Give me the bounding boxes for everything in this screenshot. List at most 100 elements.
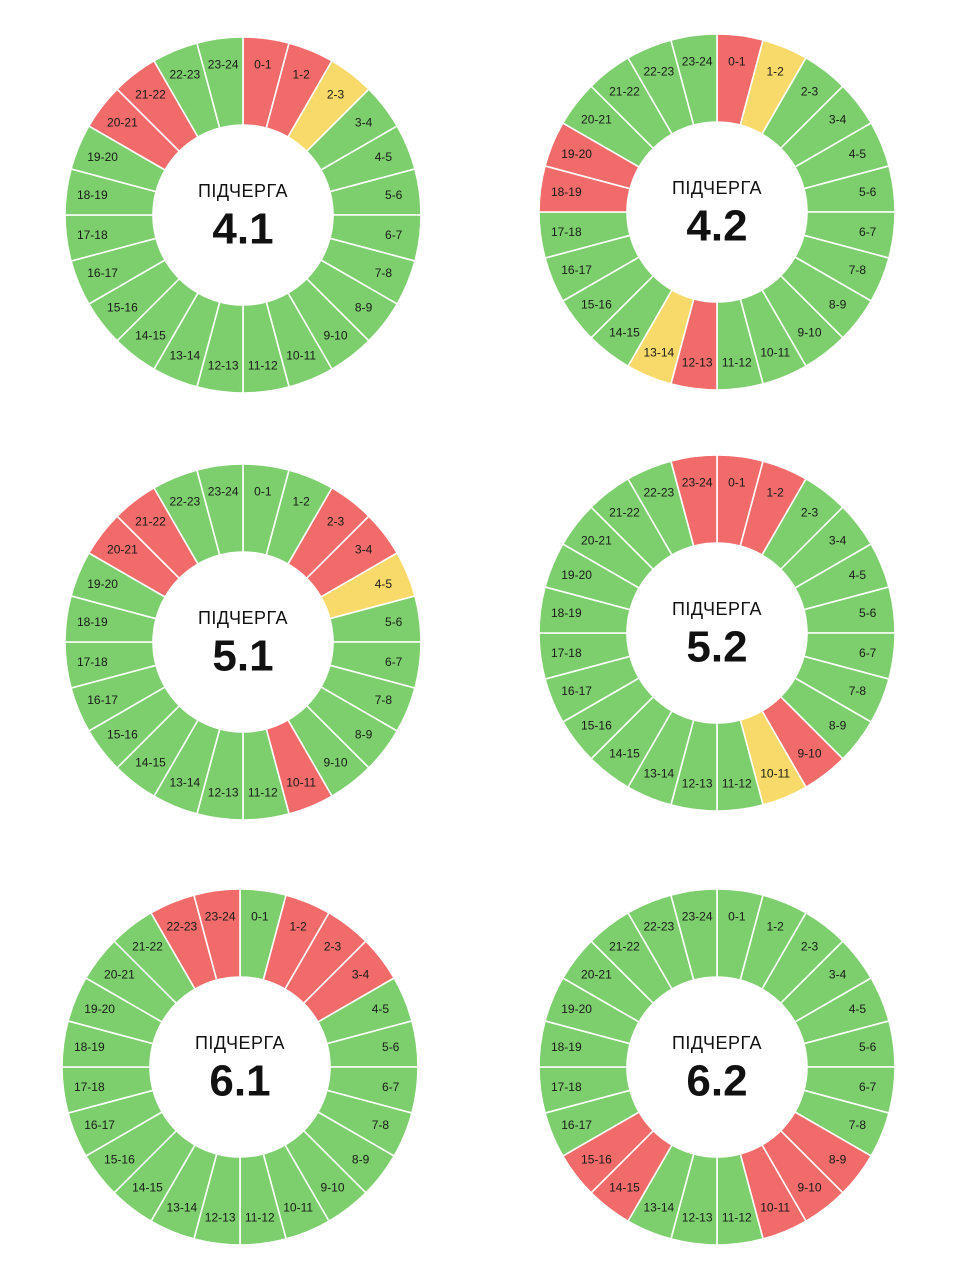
hour-label: 2-3: [801, 84, 819, 98]
queue-chart-5-2: 0-1 1-2 2-3 3-4 4-5 5-6 6-7 7-8 8-9 9-10 10-11 11-1…: [538, 454, 896, 812]
hour-label: 8-9: [829, 1153, 847, 1167]
hour-label: 10-11: [286, 775, 316, 789]
subqueue-caption: ПІДЧЕРГА: [198, 181, 288, 201]
hour-label: 18-19: [551, 1040, 582, 1054]
subqueue-caption: ПІДЧЕРГА: [672, 178, 762, 198]
hour-label: 10-11: [760, 766, 790, 780]
hour-label: 5-6: [385, 615, 403, 629]
subqueue-number: 4.1: [212, 205, 273, 254]
hour-label: 15-16: [581, 719, 612, 733]
hour-segment: [192, 888, 241, 982]
hour-label: 13-14: [169, 775, 200, 789]
hour-label: 4-5: [849, 1002, 867, 1016]
hour-label: 4-5: [849, 568, 867, 582]
hour-label: 12-13: [208, 359, 239, 373]
hour-label: 21-22: [135, 514, 166, 528]
hour-label: 14-15: [132, 1181, 163, 1195]
hour-label: 5-6: [859, 1040, 877, 1054]
hour-label: 8-9: [829, 719, 847, 733]
hour-label: 2-3: [327, 514, 345, 528]
hour-label: 20-21: [581, 533, 612, 547]
hour-label: 23-24: [682, 54, 713, 68]
hour-label: 9-10: [798, 326, 822, 340]
hour-label: 0-1: [254, 484, 272, 498]
queue-chart-6-2: 0-1 1-2 2-3 3-4 4-5 5-6 6-7 7-8 8-9 9-10 10-11 11-1…: [538, 888, 896, 1246]
hour-label: 22-23: [643, 486, 674, 500]
hour-label: 14-15: [609, 747, 640, 761]
hour-label: 7-8: [375, 266, 393, 280]
hour-label: 3-4: [829, 967, 847, 981]
hour-label: 12-13: [205, 1211, 236, 1225]
subqueue-number: 5.1: [212, 632, 273, 681]
hour-label: 16-17: [87, 693, 118, 707]
queue-chart-4-1: 0-1 1-2 2-3 3-4 4-5 5-6 6-7 7-8 8-9 9-10 10-11 11-1…: [64, 36, 422, 394]
hour-label: 1-2: [766, 920, 784, 934]
hour-label: 2-3: [324, 939, 342, 953]
hour-label: 4-5: [375, 150, 393, 164]
hour-label: 3-4: [352, 967, 370, 981]
hour-segment: [669, 33, 718, 127]
hour-label: 22-23: [169, 68, 200, 82]
subqueue-caption: ПІДЧЕРГА: [195, 1033, 285, 1053]
hour-label: 10-11: [760, 1200, 790, 1214]
hour-label: 14-15: [609, 326, 640, 340]
hour-label: 22-23: [166, 920, 197, 934]
hour-label: 12-13: [682, 777, 713, 791]
hour-label: 1-2: [292, 495, 310, 509]
hour-label: 5-6: [859, 606, 877, 620]
queue-chart-6-1: 0-1 1-2 2-3 3-4 4-5 5-6 6-7 7-8 8-9 9-10 10-11 11-1…: [61, 888, 419, 1246]
hour-label: 19-20: [87, 577, 118, 591]
queue-chart-4-2: 0-1 1-2 2-3 3-4 4-5 5-6 6-7 7-8 8-9 9-10 10-11 11-1…: [538, 33, 896, 391]
hour-label: 16-17: [84, 1118, 115, 1132]
hour-label: 4-5: [375, 577, 393, 591]
hour-label: 21-22: [609, 84, 640, 98]
hour-label: 17-18: [551, 1080, 582, 1094]
hour-label: 9-10: [798, 747, 822, 761]
subqueue-number: 5.2: [686, 623, 747, 672]
hour-label: 19-20: [87, 150, 118, 164]
queue-chart-5-1: 0-1 1-2 2-3 3-4 4-5 5-6 6-7 7-8 8-9 9-10 10-11 11-1…: [64, 463, 422, 821]
hour-label: 9-10: [324, 329, 348, 343]
hour-label: 20-21: [107, 115, 138, 129]
hour-label: 12-13: [208, 786, 239, 800]
hour-label: 1-2: [766, 65, 784, 79]
hour-label: 15-16: [107, 728, 138, 742]
hour-label: 9-10: [798, 1181, 822, 1195]
hour-label: 13-14: [643, 1200, 674, 1214]
hour-label: 23-24: [205, 909, 236, 923]
hour-label: 9-10: [321, 1181, 345, 1195]
hour-label: 8-9: [829, 298, 847, 312]
hour-label: 1-2: [292, 68, 310, 82]
hour-label: 3-4: [355, 115, 373, 129]
hour-label: 17-18: [551, 225, 582, 239]
hour-label: 4-5: [849, 147, 867, 161]
hour-label: 6-7: [382, 1080, 400, 1094]
hour-label: 13-14: [169, 348, 200, 362]
hour-label: 20-21: [581, 112, 612, 126]
hour-label: 13-14: [643, 766, 674, 780]
hour-label: 22-23: [169, 495, 200, 509]
hour-label: 7-8: [849, 263, 867, 277]
hour-label: 11-12: [248, 786, 278, 800]
hour-label: 10-11: [283, 1200, 313, 1214]
hour-label: 2-3: [327, 87, 345, 101]
hour-label: 1-2: [289, 920, 307, 934]
hour-label: 13-14: [643, 345, 674, 359]
hour-label: 6-7: [859, 225, 877, 239]
hour-label: 4-5: [372, 1002, 390, 1016]
hour-label: 18-19: [551, 185, 582, 199]
hour-label: 14-15: [135, 329, 166, 343]
hour-label: 8-9: [352, 1153, 370, 1167]
hour-label: 6-7: [859, 1080, 877, 1094]
hour-label: 16-17: [561, 684, 592, 698]
hour-segment: [669, 888, 718, 982]
hour-label: 19-20: [84, 1002, 115, 1016]
subqueue-caption: ПІДЧЕРГА: [672, 1033, 762, 1053]
hour-label: 15-16: [107, 301, 138, 315]
hour-label: 20-21: [581, 967, 612, 981]
hour-label: 16-17: [561, 1118, 592, 1132]
hour-label: 11-12: [722, 356, 752, 370]
hour-label: 14-15: [135, 756, 166, 770]
hour-label: 7-8: [849, 684, 867, 698]
